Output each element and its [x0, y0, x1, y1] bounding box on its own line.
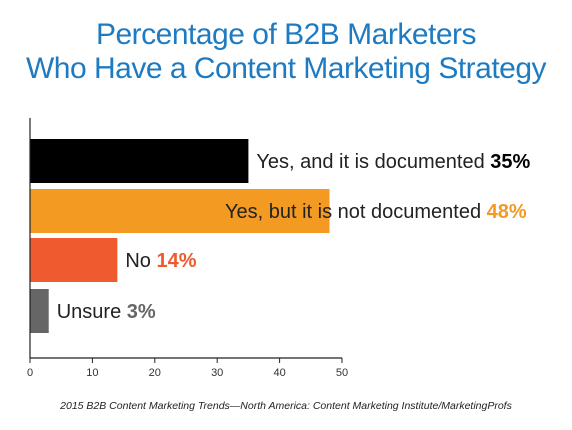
bar-0 — [30, 139, 249, 183]
bar-value-label-0: 35% — [490, 151, 530, 173]
x-tick-label-3: 30 — [211, 367, 223, 379]
x-tick-label-4: 40 — [273, 367, 285, 379]
title-line-1: Percentage of B2B Marketers — [95, 18, 477, 51]
chart-title: Percentage of B2B Marketers Who Have a C… — [0, 18, 572, 86]
x-tick-label-0: 0 — [27, 367, 33, 379]
bar-category-3: Unsure — [57, 301, 127, 323]
bar-category-2: No — [125, 250, 156, 272]
bar-category-1: Yes, but it is not documented — [225, 201, 487, 223]
bar-label-1: Yes, but it is not documented 48% — [225, 201, 527, 223]
bar-3 — [30, 289, 49, 333]
bar-2 — [30, 238, 118, 282]
bar-value-label-3: 3% — [127, 301, 156, 323]
bar-label-3: Unsure 3% — [57, 301, 156, 323]
source-note: 2015 B2B Content Marketing Trends—North … — [60, 400, 512, 412]
x-tick-label-1: 10 — [86, 367, 98, 379]
title-line-2: Who Have a Content Marketing Strategy — [25, 52, 547, 85]
bar-value-label-1: 48% — [487, 201, 527, 223]
x-tick-label-5: 50 — [336, 367, 348, 379]
bar-label-0: Yes, and it is documented 35% — [256, 151, 530, 173]
bar-label-2: No 14% — [125, 250, 196, 272]
bar-category-0: Yes, and it is documented — [256, 151, 490, 173]
bar-1 — [30, 189, 330, 233]
bar-value-label-2: 14% — [156, 250, 196, 272]
x-tick-label-2: 20 — [149, 367, 161, 379]
